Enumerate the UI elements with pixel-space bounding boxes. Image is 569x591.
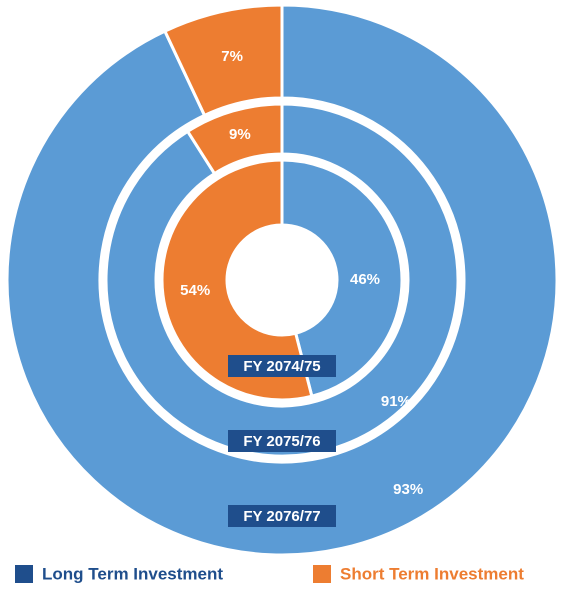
ring-label-box [228,505,336,527]
ring-label-box [228,430,336,452]
donut-slice [5,3,559,557]
donut-slice [104,102,460,458]
donut-slice [280,158,404,399]
data-label: 9% [229,126,251,143]
donut-slice [185,102,284,176]
donut-slice [160,158,314,402]
data-label: 91% [381,393,411,410]
ring-label: FY 2074/75 [243,358,320,375]
data-label: 7% [221,48,243,65]
ring-label: FY 2076/77 [243,508,320,525]
ring-label: FY 2075/76 [243,433,320,450]
data-label: 93% [393,481,423,498]
ring-label-box [228,355,336,377]
data-label: 46% [350,271,380,288]
legend-swatch [15,565,33,583]
data-label: 54% [180,282,210,299]
donut-slice [162,3,284,118]
legend-swatch [313,565,331,583]
legend-label: Short Term Investment [340,564,524,583]
legend-label: Long Term Investment [42,564,223,583]
